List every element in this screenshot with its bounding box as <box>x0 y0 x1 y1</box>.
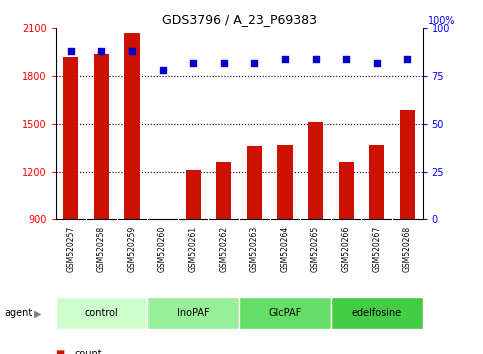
Text: GSM520263: GSM520263 <box>250 226 259 272</box>
Text: GSM520266: GSM520266 <box>341 226 351 272</box>
Point <box>98 48 105 54</box>
Text: GSM520264: GSM520264 <box>281 226 289 272</box>
Bar <box>147 297 239 329</box>
Text: GSM520260: GSM520260 <box>158 226 167 272</box>
Bar <box>308 122 323 219</box>
Point <box>281 56 289 62</box>
Text: GSM520258: GSM520258 <box>97 226 106 272</box>
Point <box>312 56 319 62</box>
Bar <box>339 162 354 219</box>
Text: GSM520262: GSM520262 <box>219 226 228 272</box>
Bar <box>94 54 109 219</box>
Point <box>67 48 75 54</box>
Text: ■: ■ <box>56 349 65 354</box>
Point <box>342 56 350 62</box>
Text: ▶: ▶ <box>34 308 42 318</box>
Bar <box>63 57 78 219</box>
Text: GSM520265: GSM520265 <box>311 226 320 272</box>
Bar <box>185 170 201 219</box>
Text: count: count <box>75 349 102 354</box>
Point <box>128 48 136 54</box>
Text: GSM520257: GSM520257 <box>66 226 75 272</box>
Text: 100%: 100% <box>428 16 455 25</box>
Text: GSM520261: GSM520261 <box>189 226 198 272</box>
Bar <box>369 144 384 219</box>
Point <box>220 60 227 65</box>
Bar <box>56 297 147 329</box>
Bar <box>247 146 262 219</box>
Point <box>159 68 167 73</box>
Bar <box>155 219 170 224</box>
Text: GlcPAF: GlcPAF <box>269 308 301 318</box>
Text: agent: agent <box>5 308 33 318</box>
Text: InoPAF: InoPAF <box>177 308 210 318</box>
Text: GSM520268: GSM520268 <box>403 226 412 272</box>
Point <box>403 56 411 62</box>
Point <box>373 60 381 65</box>
Point <box>251 60 258 65</box>
Title: GDS3796 / A_23_P69383: GDS3796 / A_23_P69383 <box>162 13 316 26</box>
Text: GSM520259: GSM520259 <box>128 226 137 272</box>
Point <box>189 60 197 65</box>
Bar <box>125 33 140 219</box>
Text: control: control <box>85 308 118 318</box>
Text: edelfosine: edelfosine <box>352 308 402 318</box>
Bar <box>239 297 331 329</box>
Bar <box>400 110 415 219</box>
Bar <box>216 162 231 219</box>
Bar <box>331 297 423 329</box>
Text: GSM520267: GSM520267 <box>372 226 381 272</box>
Bar <box>277 145 293 219</box>
